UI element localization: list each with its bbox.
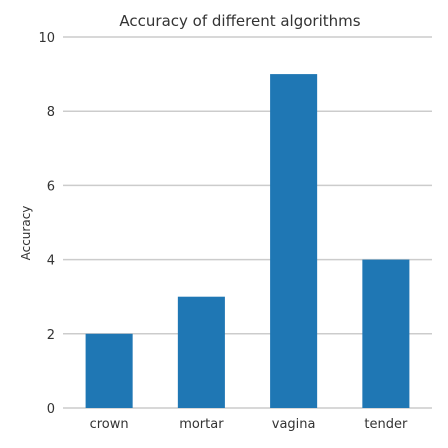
bar-mortar [178, 297, 225, 408]
y-tick-label: 8 [47, 105, 55, 120]
y-tick-label: 6 [47, 179, 55, 194]
bar-crown [86, 334, 133, 408]
x-tick-label-vagina: vagina [272, 417, 316, 432]
y-tick-labels: 0 2 4 6 8 10 [38, 31, 55, 417]
y-tick-label: 10 [38, 31, 55, 46]
x-tick-labels: crown mortar vagina tender [90, 417, 408, 432]
x-tick-label-crown: crown [90, 417, 129, 432]
y-axis-label: Accuracy [19, 206, 33, 261]
y-tick-label: 2 [47, 328, 55, 343]
x-tick-label-mortar: mortar [179, 417, 224, 432]
bar-tender [362, 260, 409, 408]
chart-title: Accuracy of different algorithms [119, 12, 360, 30]
x-tick-label-tender: tender [364, 417, 408, 432]
y-tick-label: 4 [47, 254, 55, 269]
y-tick-label: 0 [47, 402, 55, 417]
bars [86, 74, 410, 408]
bar-vagina [270, 74, 317, 408]
